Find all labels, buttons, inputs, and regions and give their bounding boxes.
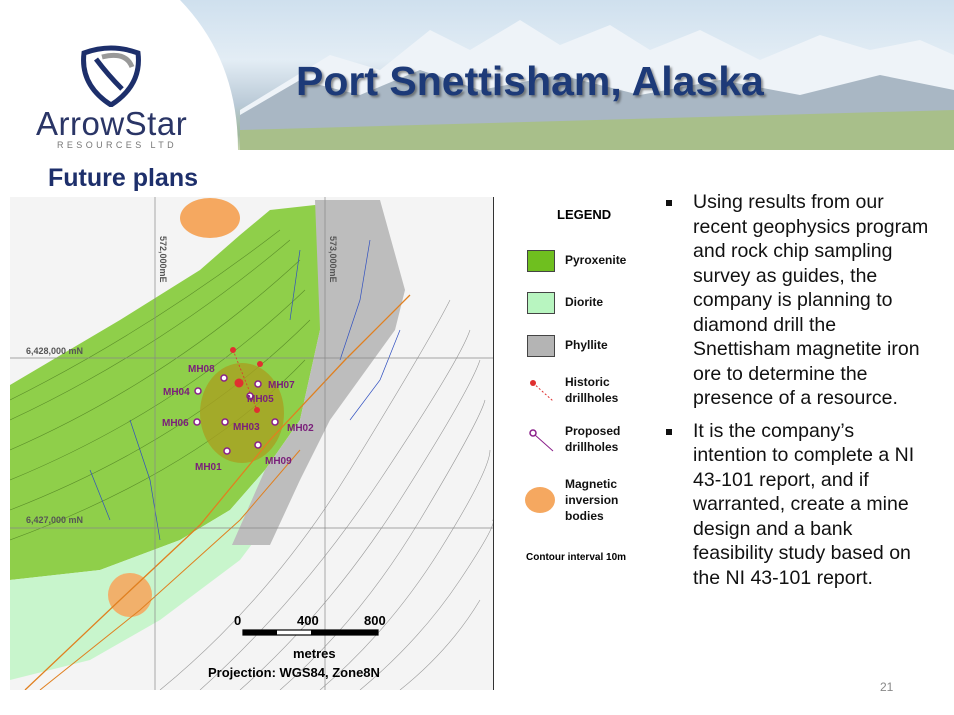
page-number: 21 xyxy=(880,680,894,694)
scale-units: metres xyxy=(293,646,336,661)
drillhole-label: MH02 xyxy=(287,423,314,434)
diorite-area xyxy=(10,400,330,680)
legend-label: Proposed drillholes xyxy=(565,424,621,454)
legend-label: Magnetic inversion bodies xyxy=(565,477,619,523)
drillhole-label: MH03 xyxy=(233,422,260,433)
map-divider xyxy=(493,197,494,690)
grid-label-573000: 573,000mE xyxy=(328,236,338,283)
geology-map: 572,000mE 573,000mE 6,428,000 mN 6,427,0… xyxy=(10,197,493,690)
bullet-marker xyxy=(666,428,672,435)
legend-label: Pyroxenite xyxy=(565,253,627,267)
legend-label: Historic drillholes xyxy=(565,375,619,405)
drillhole-label: MH04 xyxy=(163,387,190,398)
logo-wordmark: ArrowStar xyxy=(36,105,188,142)
drillhole-label: MH06 xyxy=(162,418,189,429)
contour-lines xyxy=(159,299,493,690)
historic-drillholes xyxy=(230,347,263,413)
drillhole-label: MH07 xyxy=(268,380,295,391)
proposed-drillholes xyxy=(193,374,279,455)
projection-label: Projection: WGS84, Zone8N xyxy=(208,665,380,680)
contour-interval-note: Contour interval 10m xyxy=(526,552,627,563)
bullet-item: Using results from our recent geophysics… xyxy=(660,190,930,411)
bullet-text: Using results from our recent geophysics… xyxy=(693,191,929,409)
bullet-marker xyxy=(666,200,672,206)
diorite-swatch xyxy=(527,292,555,314)
grid-label-6427000: 6,427,000 mN xyxy=(26,515,83,525)
magnetic-body-bottom xyxy=(108,573,152,617)
company-logo xyxy=(78,45,144,112)
scale-tick-800: 800 xyxy=(364,613,386,628)
legend-title: LEGEND xyxy=(557,207,612,222)
phyllite-swatch xyxy=(527,335,555,357)
grid-label-572000: 572,000mE xyxy=(158,236,168,283)
magnetic-body-top xyxy=(180,198,240,238)
map-legend: LEGEND Pyroxenite Diorite Phyllite Histo… xyxy=(510,197,650,577)
scale-bar: 0 400 800 metres Projection: WGS84, Zone… xyxy=(208,613,386,680)
bullet-list: Using results from our recent geophysics… xyxy=(660,190,930,598)
legend-label: Diorite xyxy=(565,295,604,309)
proposed-drillhole-icon xyxy=(529,429,554,452)
drillhole-label: MH08 xyxy=(188,364,215,375)
arrowstar-logo-icon xyxy=(81,45,141,108)
header-white-curve xyxy=(0,0,238,150)
pyroxenite-swatch xyxy=(527,250,555,272)
bullet-item: It is the company’s intention to complet… xyxy=(660,419,930,591)
claim-boundary xyxy=(24,294,411,690)
drillhole-label: MH09 xyxy=(265,456,292,467)
magnetic-body-swatch xyxy=(525,487,555,513)
pyroxenite-area xyxy=(10,205,330,580)
drillhole-label: MH05 xyxy=(247,394,274,405)
logo-subtitle: RESOURCES LTD xyxy=(57,140,178,150)
claim-boundary xyxy=(39,449,301,690)
header-banner xyxy=(0,0,954,150)
historic-drillhole-icon xyxy=(530,380,554,402)
magnetic-body-main xyxy=(200,363,284,463)
grid-label-6428000: 6,428,000 mN xyxy=(26,346,83,356)
scale-tick-0: 0 xyxy=(234,613,241,628)
streams xyxy=(89,239,401,541)
bullet-text: It is the company’s intention to complet… xyxy=(693,419,915,589)
phyllite-area xyxy=(232,200,405,545)
section-title: Future plans xyxy=(48,164,199,192)
legend-label: Phyllite xyxy=(565,338,608,352)
slide-title: Port Snettisham, Alaska xyxy=(296,58,764,104)
scale-tick-400: 400 xyxy=(297,613,319,628)
mountain-background xyxy=(0,0,954,150)
drillhole-label: MH01 xyxy=(195,462,222,473)
grid-lines xyxy=(10,197,493,690)
